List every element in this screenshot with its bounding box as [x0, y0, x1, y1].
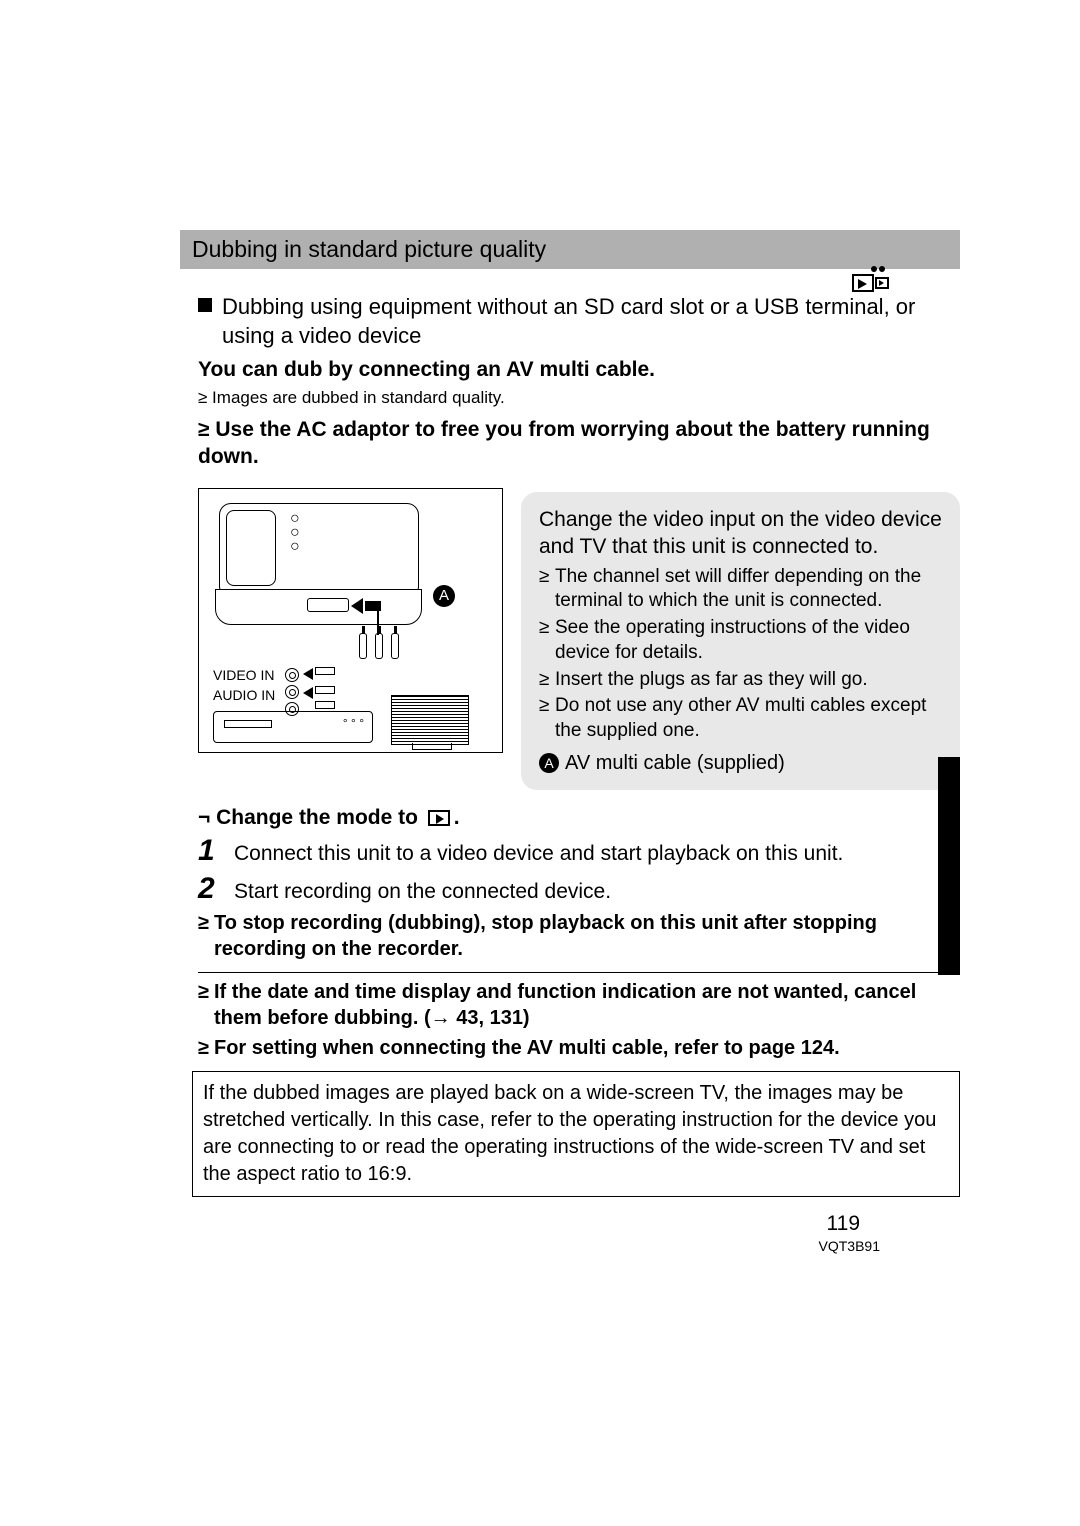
info-panel: Change the video input on the video devi…	[521, 492, 960, 789]
circle-a-icon: A	[539, 753, 559, 773]
play-mode-icon	[428, 810, 450, 826]
cable-label-line: A AV multi cable (supplied)	[539, 750, 942, 776]
panel-bullet: Insert the plugs as far as they will go.	[539, 668, 942, 693]
doc-code: VQT3B91	[819, 1238, 880, 1254]
audio-in-label: AUDIO IN	[213, 685, 275, 705]
subheading: Dubbing using equipment without an SD ca…	[222, 293, 960, 350]
panel-bullet: Do not use any other AV multi cables exc…	[539, 694, 942, 743]
ac-adaptor-note: ≥ Use the AC adaptor to free you from wo…	[198, 416, 960, 471]
widescreen-note-box: If the dubbed images are played back on …	[192, 1071, 960, 1197]
rca-plug-h	[315, 667, 335, 675]
connection-diagram: A VIDEO IN AUDIO IN	[198, 488, 503, 753]
camera-outline	[219, 503, 419, 593]
plug-arrow-icon	[351, 598, 363, 614]
av-cable-setting-note: For setting when connecting the AV multi…	[198, 1035, 960, 1061]
intro-bold: You can dub by connecting an AV multi ca…	[198, 356, 960, 383]
panel-bullet: The channel set will differ depending on…	[539, 565, 942, 614]
page-edge-tab	[938, 757, 960, 975]
rca-plugs	[359, 633, 399, 659]
step-1-text: Connect this unit to a video device and …	[234, 842, 843, 866]
av-port	[307, 598, 349, 612]
page-number: 119	[827, 1212, 860, 1236]
arrow-icon	[303, 668, 313, 680]
playback-mode-icon	[850, 266, 890, 298]
arrow-icon	[303, 687, 313, 699]
step-2-text: Start recording on the connected device.	[234, 880, 611, 904]
av-plug	[365, 601, 381, 611]
quality-note: ≥ Images are dubbed in standard quality.	[198, 387, 960, 409]
panel-lead: Change the video input on the video devi…	[539, 506, 942, 561]
video-in-label: VIDEO IN	[213, 665, 275, 685]
label-a-badge: A	[433, 585, 455, 607]
divider	[198, 972, 942, 973]
square-bullet-icon	[198, 298, 212, 312]
cable-label-text: AV multi cable (supplied)	[565, 752, 785, 774]
section-header: Dubbing in standard picture quality	[180, 230, 960, 269]
step-number-2: 2	[198, 872, 222, 906]
change-mode-line: ¬ Change the mode to .	[198, 806, 960, 830]
panel-bullet: See the operating instructions of the vi…	[539, 616, 942, 665]
step-number-1: 1	[198, 834, 222, 868]
rca-plug-h	[315, 701, 335, 709]
date-display-note: If the date and time display and functio…	[198, 979, 960, 1031]
rca-plug-h	[315, 686, 335, 694]
mode-pre: ¬ Change the mode to	[198, 806, 424, 829]
av-labels: VIDEO IN AUDIO IN	[213, 665, 275, 705]
tv-outline	[391, 695, 469, 745]
mode-post: .	[454, 806, 460, 829]
vcr-outline	[213, 711, 373, 743]
stop-recording-note: To stop recording (dubbing), stop playba…	[198, 910, 960, 962]
